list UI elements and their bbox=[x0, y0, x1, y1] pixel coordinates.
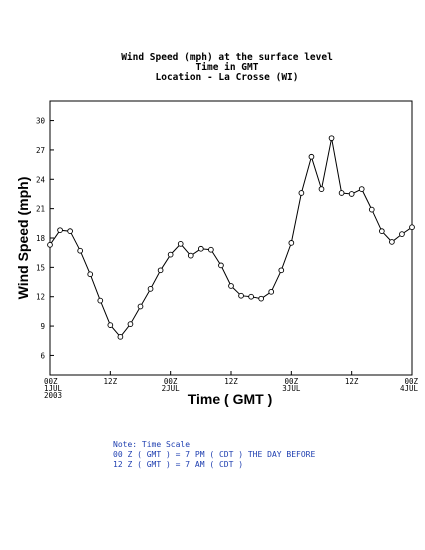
data-point bbox=[137, 303, 144, 310]
data-point bbox=[208, 246, 214, 253]
y-tick-label: 6 bbox=[40, 351, 45, 360]
note-line-12z: 12 Z ( GMT ) = 7 AM ( CDT ) bbox=[113, 460, 244, 469]
data-point bbox=[278, 267, 285, 274]
data-point bbox=[258, 295, 265, 302]
y-axis-ticks: 6 9 12 15 18 21 24 27 30 bbox=[36, 117, 54, 360]
data-point bbox=[328, 135, 335, 142]
y-tick-label: 12 bbox=[36, 293, 45, 302]
data-point bbox=[127, 321, 134, 327]
x-tick-label: 00Z bbox=[164, 377, 178, 386]
series-layer bbox=[47, 135, 415, 340]
data-point bbox=[147, 286, 154, 292]
x-tick-label: 3JUL bbox=[282, 384, 301, 393]
data-point bbox=[107, 322, 114, 328]
y-tick-label: 9 bbox=[40, 322, 45, 331]
x-tick-label: 12Z bbox=[224, 377, 238, 386]
x-tick-label: 2003 bbox=[44, 391, 62, 400]
data-point bbox=[248, 293, 254, 300]
data-point bbox=[338, 190, 345, 196]
data-point bbox=[57, 227, 63, 234]
data-point bbox=[318, 186, 325, 192]
data-point bbox=[187, 252, 194, 259]
data-point bbox=[197, 245, 204, 252]
data-point bbox=[409, 224, 415, 231]
data-point bbox=[389, 239, 395, 245]
data-point bbox=[117, 333, 124, 340]
x-tick-label: 12Z bbox=[104, 377, 118, 386]
y-tick-label: 24 bbox=[36, 175, 46, 184]
data-point bbox=[177, 241, 184, 247]
data-point bbox=[378, 228, 385, 235]
x-tick-label: 00Z bbox=[44, 377, 58, 386]
data-point bbox=[358, 186, 365, 192]
data-point bbox=[218, 262, 224, 269]
x-tick-label: 1JUL bbox=[44, 384, 63, 393]
y-axis-title: Wind Speed (mph) bbox=[15, 177, 31, 300]
data-point bbox=[288, 240, 295, 246]
x-tick-label: 4JUL bbox=[400, 384, 419, 393]
data-point bbox=[348, 191, 355, 197]
x-tick-label: 2JUL bbox=[162, 384, 181, 393]
x-axis-title: Time ( GMT ) bbox=[188, 391, 273, 407]
data-point bbox=[87, 271, 94, 278]
data-point bbox=[238, 292, 244, 299]
y-tick-label: 18 bbox=[36, 234, 46, 243]
chart-title-line-3: Location - La Crosse (WI) bbox=[156, 72, 299, 83]
data-point bbox=[157, 267, 164, 274]
y-tick-label: 30 bbox=[36, 117, 46, 126]
note-title: Note: Time Scale bbox=[113, 440, 191, 449]
data-point bbox=[97, 297, 104, 304]
data-point bbox=[47, 242, 53, 248]
data-point bbox=[399, 231, 405, 237]
note-line-00z: 00 Z ( GMT ) = 7 PM ( CDT ) THE DAY BEFO… bbox=[113, 450, 316, 459]
y-tick-label: 21 bbox=[36, 205, 45, 214]
series-line bbox=[49, 138, 413, 338]
data-point bbox=[67, 228, 73, 235]
data-point bbox=[77, 247, 84, 254]
data-point bbox=[308, 153, 315, 160]
data-point bbox=[268, 288, 275, 295]
x-tick-label: 12Z bbox=[345, 377, 359, 386]
data-point bbox=[228, 283, 234, 289]
x-tick-label: 00Z bbox=[285, 377, 299, 386]
y-tick-label: 27 bbox=[36, 146, 45, 155]
data-point bbox=[368, 206, 375, 213]
y-tick-label: 15 bbox=[36, 263, 45, 272]
chart-title-line-2: Time in GMT bbox=[196, 62, 259, 73]
data-point bbox=[298, 190, 305, 196]
plot-area-frame bbox=[49, 100, 413, 376]
data-point bbox=[167, 251, 174, 258]
x-tick-label: 00Z bbox=[404, 377, 418, 386]
chart-title-line-1: Wind Speed (mph) at the surface level bbox=[121, 52, 333, 63]
